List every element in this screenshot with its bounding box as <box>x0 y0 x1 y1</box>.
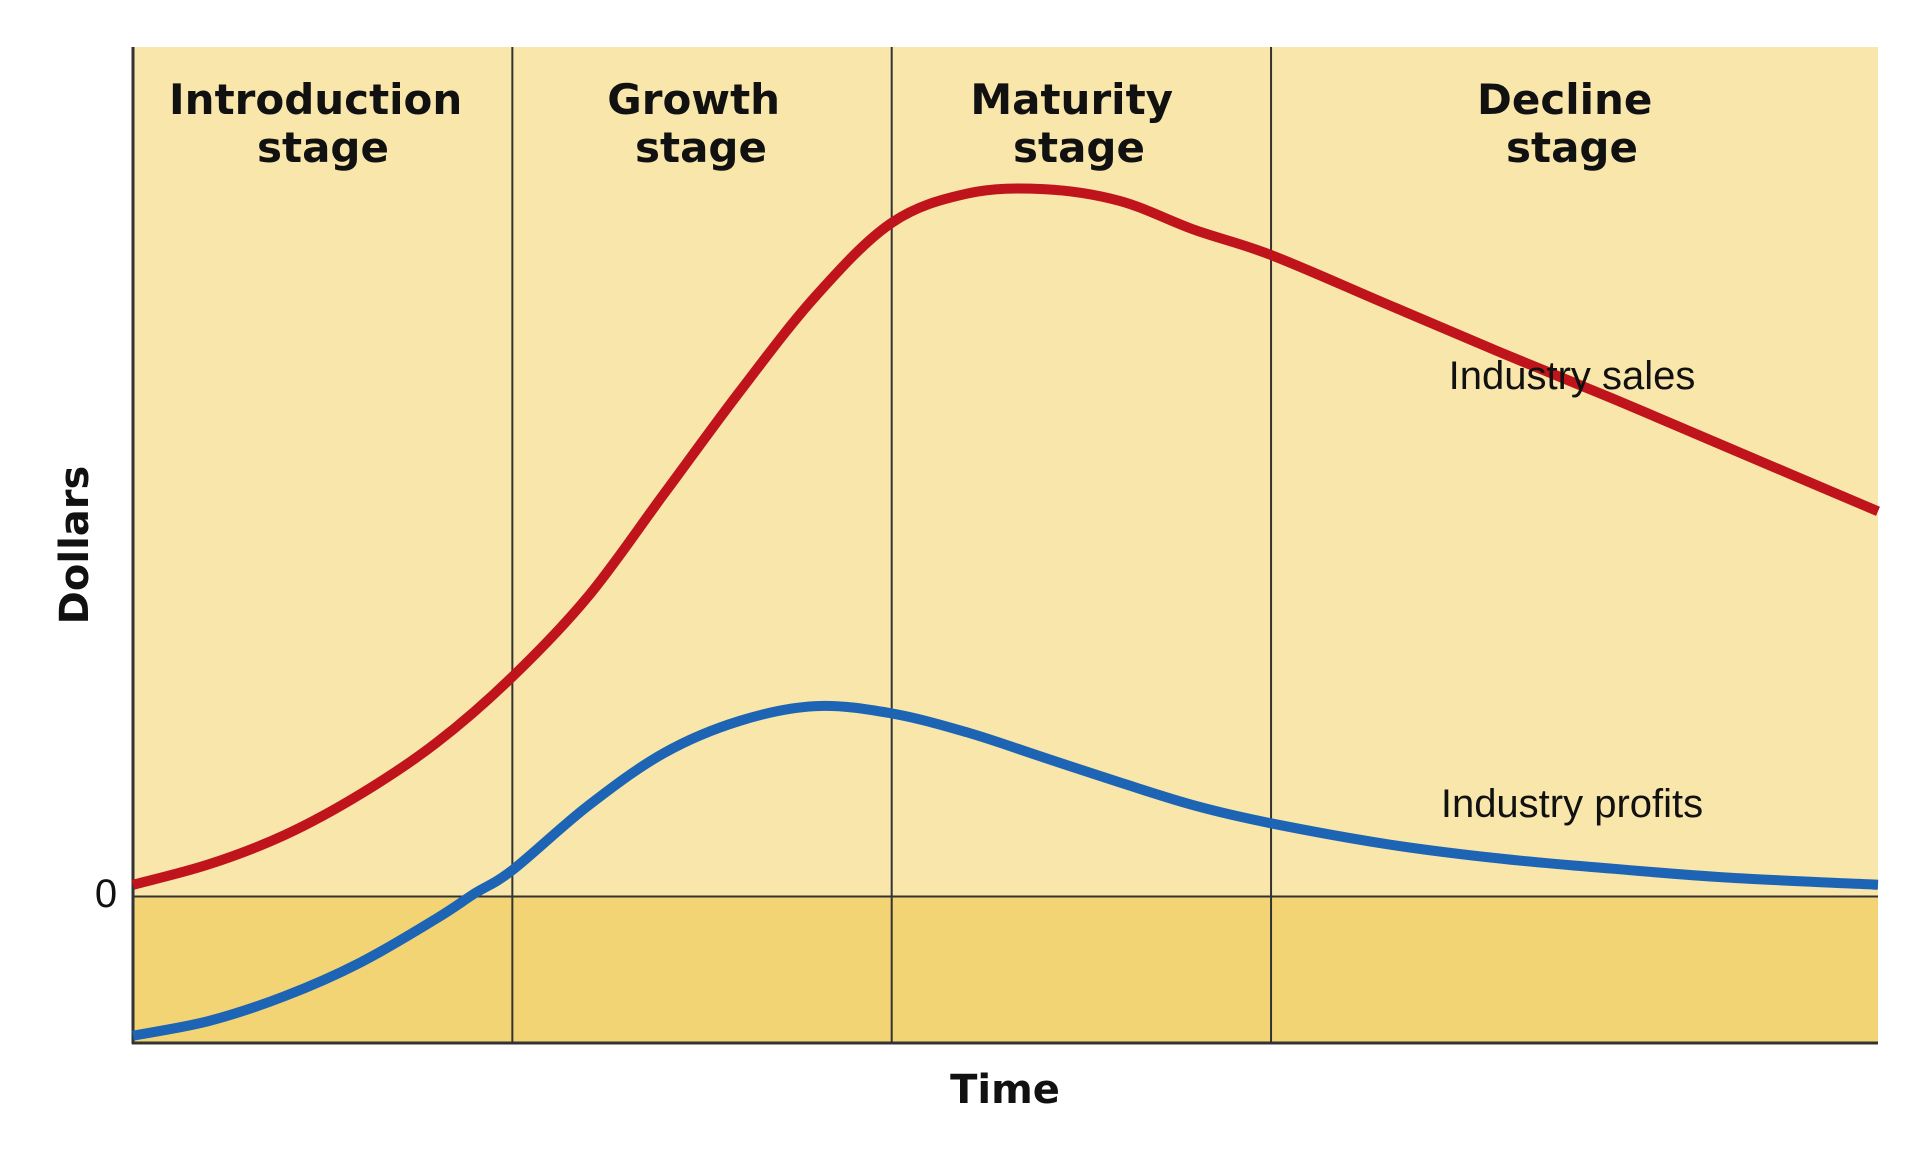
stage-label-maturity: Maturity stage <box>970 75 1187 172</box>
stage-label-introduction-line2: stage <box>257 123 389 172</box>
stage-label-introduction: Introduction stage <box>169 75 477 172</box>
axes <box>131 47 1878 1045</box>
stage-label-growth-line1: Growth <box>607 75 780 124</box>
series-label-industry-sales: Industry sales <box>1449 354 1696 398</box>
stage-label-introduction-line1: Introduction <box>169 75 462 124</box>
stage-label-growth: Growth stage <box>607 75 794 172</box>
stage-label-maturity-line2: stage <box>1013 123 1145 172</box>
x-axis-title: Time <box>950 1067 1060 1113</box>
negative-region <box>133 896 1878 1043</box>
stage-labels: Introduction stage Growth stage Maturity… <box>52 75 1703 1113</box>
stage-label-growth-line2: stage <box>635 123 767 172</box>
series-line-industry-sales <box>131 183 1880 890</box>
plot-background <box>133 47 1878 1043</box>
series-lines <box>131 183 1880 1041</box>
stage-label-decline-line1: Decline <box>1477 75 1652 124</box>
y-tick-label-zero: 0 <box>95 872 117 916</box>
y-axis-title: Dollars <box>52 466 98 625</box>
series-line-industry-profits <box>132 700 1879 1041</box>
stage-dividers <box>511 47 1273 1043</box>
stage-label-maturity-line1: Maturity <box>970 75 1173 124</box>
series-label-industry-profits: Industry profits <box>1441 782 1703 826</box>
stage-label-decline: Decline stage <box>1477 75 1667 172</box>
stage-label-decline-line2: stage <box>1506 123 1638 172</box>
